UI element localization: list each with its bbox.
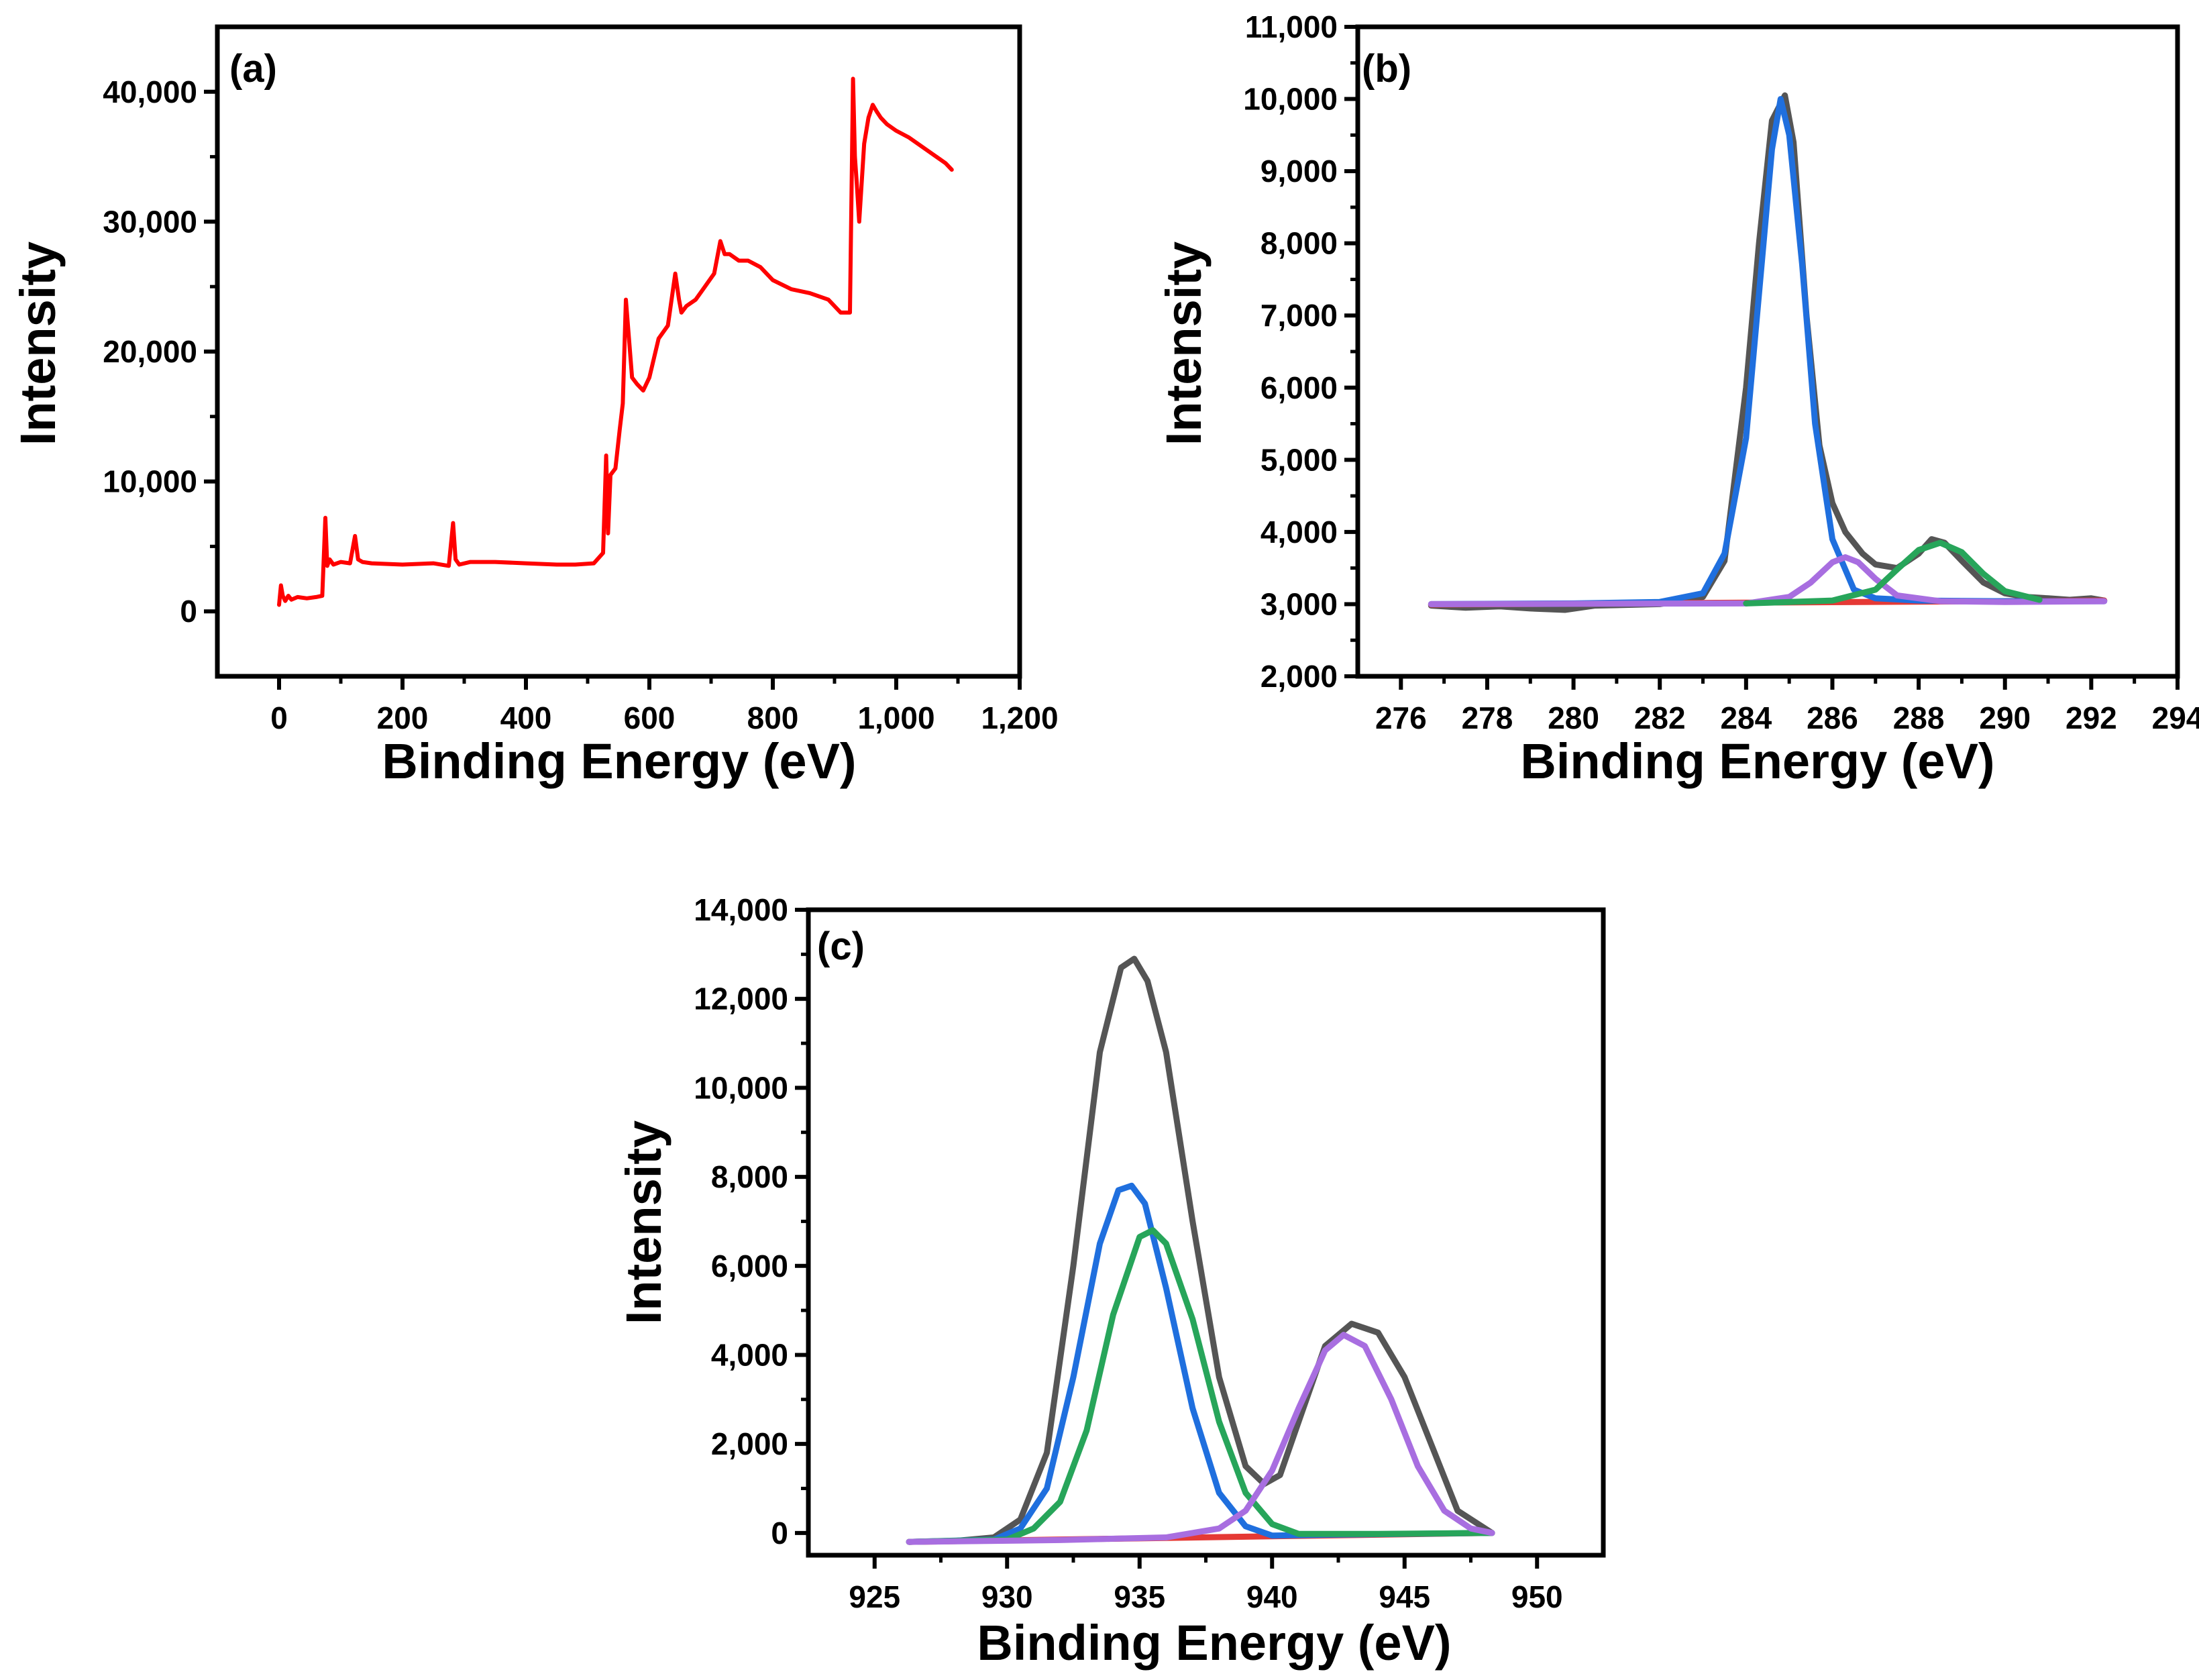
- panel-label-c: (c): [817, 925, 865, 968]
- series-line-a-survey: [277, 76, 954, 607]
- series-line-c-peak-935.5: [906, 1227, 1495, 1545]
- x-tick-label-c: 930: [981, 1579, 1033, 1614]
- x-tick-label-a: 800: [747, 700, 799, 735]
- y-tick-label-b: 4,000: [1261, 515, 1338, 549]
- y-axis-title-a: Intensity: [10, 242, 66, 445]
- x-tick-label-a: 0: [270, 700, 288, 735]
- x-axis-title-c: Binding Energy (eV): [977, 1615, 1451, 1671]
- x-tick-label-b: 284: [1720, 700, 1772, 735]
- series-line-c-envelope: [906, 955, 1495, 1545]
- series-line-b-peak-286.3: [1428, 554, 2108, 607]
- y-tick-label-c: 10,000: [694, 1070, 788, 1105]
- chart-a: (a) Binding Energy (eV) Intensity 0 200 40…: [10, 24, 1059, 789]
- y-tick-label-b: 8,000: [1261, 226, 1338, 261]
- y-tick-label-a: 30,000: [103, 204, 197, 239]
- series-line-c-peak-934.7: [906, 1182, 1495, 1545]
- x-tick-label-b: 286: [1807, 700, 1858, 735]
- x-tick-label-c: 925: [849, 1579, 900, 1614]
- chart-b: (b) Binding Energy (eV) Intensity 276 278…: [1156, 9, 2199, 789]
- y-tick-label-c: 14,000: [694, 892, 788, 927]
- y-tick-label-b: 5,000: [1261, 442, 1338, 477]
- x-tick-label-b: 294: [2152, 700, 2199, 735]
- plot-frame-a: [215, 24, 1022, 679]
- series-group-b: [1428, 92, 2108, 613]
- x-axis-title-b: Binding Energy (eV): [1520, 733, 1994, 789]
- x-tick-label-b: 278: [1462, 700, 1513, 735]
- panel-label-a: (a): [229, 47, 277, 91]
- series-line-b-peak-288.5: [1743, 539, 2043, 607]
- x-tick-label-c: 940: [1246, 1579, 1298, 1614]
- series-group-a: [277, 76, 954, 607]
- y-tick-label-c: 2,000: [711, 1426, 788, 1461]
- y-tick-label-a: 0: [180, 594, 197, 629]
- x-tick-label-a: 1,200: [981, 700, 1058, 735]
- panel-label-b: (b): [1362, 47, 1411, 91]
- y-tick-label-c: 4,000: [711, 1337, 788, 1372]
- y-tick-label-a: 20,000: [103, 334, 197, 369]
- y-tick-label-a: 10,000: [103, 464, 197, 499]
- y-tick-label-c: 12,000: [694, 982, 788, 1016]
- y-tick-label-b: 11,000: [1245, 9, 1338, 44]
- series-group-c: [906, 955, 1495, 1545]
- y-tick-label-c: 8,000: [711, 1159, 788, 1194]
- y-tick-label-a: 40,000: [103, 74, 197, 109]
- x-tick-label-b: 280: [1548, 700, 1599, 735]
- x-tick-label-a: 1,000: [857, 700, 934, 735]
- x-tick-label-b: 282: [1634, 700, 1686, 735]
- y-tick-label-b: 9,000: [1261, 154, 1338, 189]
- x-tick-label-b: 292: [2066, 700, 2117, 735]
- y-tick-label-b: 10,000: [1243, 82, 1338, 117]
- plot-frame-b: [1355, 24, 2180, 679]
- x-tick-label-c: 950: [1511, 1579, 1563, 1614]
- series-line-c-peak-942.7: [906, 1332, 1495, 1545]
- x-tick-label-b: 288: [1893, 700, 1945, 735]
- x-axis-title-a: Binding Energy (eV): [382, 733, 856, 789]
- x-tick-label-c: 935: [1114, 1579, 1165, 1614]
- y-axis-title-c: Intensity: [616, 1120, 672, 1324]
- y-axis-title-b: Intensity: [1156, 242, 1212, 445]
- y-tick-label-c: 6,000: [711, 1249, 788, 1283]
- y-tick-label-b: 2,000: [1261, 659, 1338, 694]
- y-tick-label-b: 7,000: [1261, 298, 1338, 333]
- y-tick-label-b: 6,000: [1261, 370, 1338, 405]
- x-tick-label-a: 400: [500, 700, 552, 735]
- x-tick-label-b: 276: [1375, 700, 1427, 735]
- x-tick-label-c: 945: [1379, 1579, 1430, 1614]
- x-tick-label-b: 290: [1979, 700, 2031, 735]
- x-tick-label-a: 200: [377, 700, 429, 735]
- x-tick-label-a: 600: [624, 700, 676, 735]
- chart-c: (c) Binding Energy (eV) Intensity 925 930…: [616, 892, 1606, 1671]
- series-line-b-peak-284.8: [1428, 96, 2108, 607]
- y-tick-label-c: 0: [771, 1516, 788, 1551]
- y-tick-label-b: 3,000: [1261, 586, 1338, 621]
